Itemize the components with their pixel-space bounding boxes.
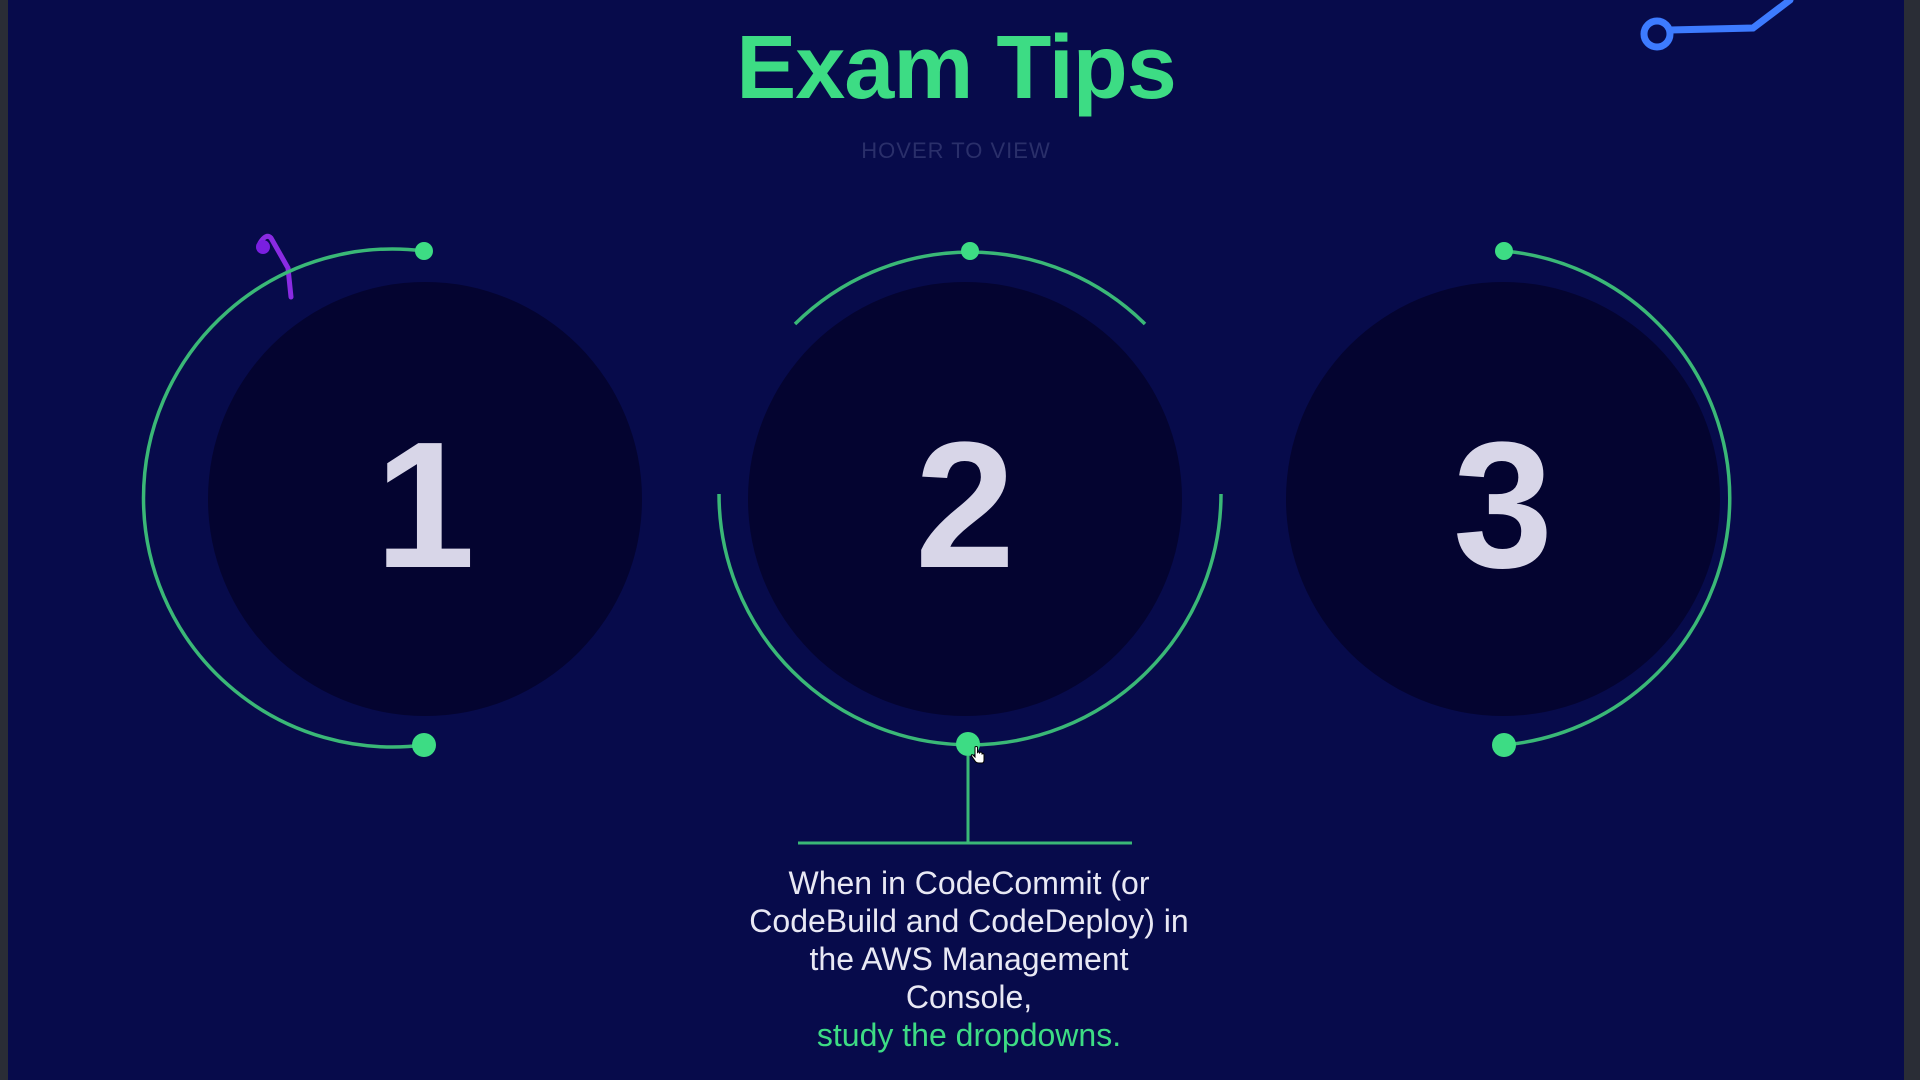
tip-ring-1[interactable]	[141, 242, 436, 757]
tip-number-1: 1	[374, 405, 476, 606]
tip-ring-3[interactable]	[1492, 242, 1732, 757]
tip-ring-2[interactable]	[717, 242, 1223, 845]
tip-highlight-text: study the dropdowns.	[816, 1017, 1122, 1053]
page-title: Exam Tips	[736, 18, 1177, 118]
hover-hint: HOVER TO VIEW	[861, 138, 1051, 163]
tip-body-text: When in CodeCommit (or CodeBuild and Cod…	[749, 865, 1189, 1015]
tip-circle-3[interactable]: 3	[1286, 282, 1720, 716]
window-edge	[1904, 0, 1920, 1080]
tip-circle-2[interactable]: 2	[748, 282, 1182, 716]
circuit-node-icon	[1640, 0, 1794, 51]
tip-number-3: 3	[1452, 405, 1554, 606]
pen-stroke-icon	[256, 233, 294, 300]
slide-canvas: Exam Tips HOVER TO VIEW	[8, 0, 1904, 1080]
tip-circle-1[interactable]: 1	[208, 282, 642, 716]
tip-rings	[141, 0, 1794, 845]
tip-number-2: 2	[914, 405, 1016, 606]
tip-description: When in CodeCommit (or CodeBuild and Cod…	[748, 864, 1190, 1054]
hand-pointer-icon	[970, 746, 985, 764]
